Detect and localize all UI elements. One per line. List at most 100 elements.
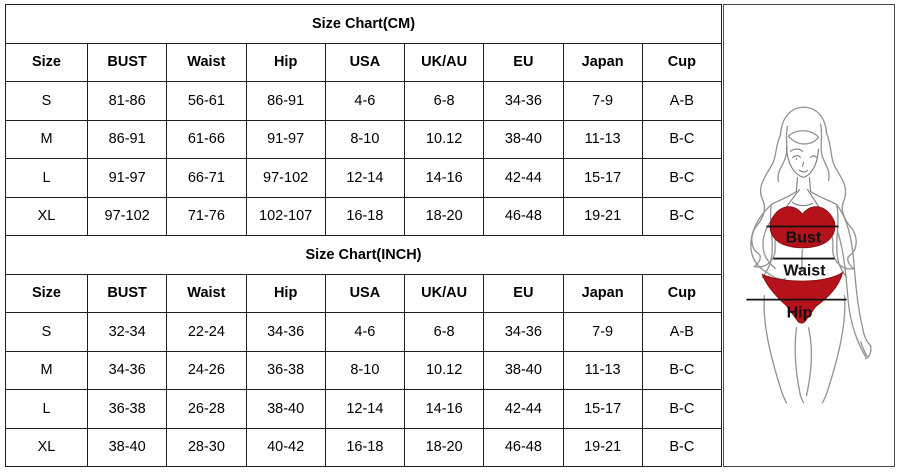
ukau-cell: 6-8 — [403, 312, 485, 352]
size-cell: S — [5, 312, 88, 352]
japan-cell: 7-9 — [562, 81, 643, 121]
japan-cell: 11-13 — [562, 119, 643, 159]
waist-label: Waist — [783, 262, 826, 280]
ukau-cell: 10.12 — [403, 350, 485, 390]
cm-header-hip: Hip — [245, 42, 326, 82]
waist-cell: 26-28 — [166, 389, 247, 429]
cm-header-waist: Waist — [166, 42, 247, 82]
usa-cell: 8-10 — [324, 350, 406, 390]
bust-cell: 97-102 — [86, 196, 168, 236]
inch-header-cup: Cup — [641, 273, 723, 313]
inch-header-bust: BUST — [86, 273, 168, 313]
hip-label: Hip — [787, 304, 813, 322]
inch-chart-title: Size Chart(INCH) — [5, 235, 722, 275]
cm-row-m: M 86-91 61-66 91-97 8-10 10.12 38-40 11-… — [5, 119, 723, 159]
right-leg-inner — [805, 327, 813, 397]
size-cell: L — [5, 158, 88, 198]
eu-cell: 42-44 — [483, 389, 564, 429]
ukau-cell: 18-20 — [403, 427, 485, 467]
waist-cell: 71-76 — [166, 196, 247, 236]
hip-cell: 97-102 — [245, 158, 326, 198]
left-arm-outer — [835, 203, 872, 347]
bikini-straps — [783, 188, 822, 210]
bust-cell: 81-86 — [86, 81, 168, 121]
right-arm-inner — [762, 212, 779, 270]
measurement-guide-panel: Bust Waist Hip — [723, 4, 895, 467]
hip-cell: 40-42 — [245, 427, 326, 467]
cup-cell: B-C — [641, 158, 723, 198]
usa-cell: 16-18 — [324, 427, 406, 467]
cup-cell: B-C — [641, 350, 723, 390]
ukau-cell: 18-20 — [403, 196, 485, 236]
eu-cell: 46-48 — [483, 427, 564, 467]
usa-cell: 12-14 — [324, 158, 406, 198]
inch-header-size: Size — [5, 273, 88, 313]
inch-row-xl: XL 38-40 28-30 40-42 16-18 18-20 46-48 1… — [5, 427, 723, 467]
cm-header-cup: Cup — [641, 42, 723, 82]
cup-cell: B-C — [641, 196, 723, 236]
size-cell: M — [5, 350, 88, 390]
cm-header-usa: USA — [324, 42, 406, 82]
eu-cell: 38-40 — [483, 119, 564, 159]
left-hand-fingers — [855, 337, 872, 360]
hip-cell: 91-97 — [245, 119, 326, 159]
size-cell: M — [5, 119, 88, 159]
cm-header-japan: Japan — [562, 42, 643, 82]
left-arm-inner — [836, 230, 858, 339]
eu-cell: 46-48 — [483, 196, 564, 236]
cm-header-ukau: UK/AU — [403, 42, 485, 82]
cm-header-bust: BUST — [86, 42, 168, 82]
bust-cell: 36-38 — [86, 389, 168, 429]
cup-cell: A-B — [641, 81, 723, 121]
japan-cell: 7-9 — [562, 312, 643, 352]
cm-row-xl: XL 97-102 71-76 102-107 16-18 18-20 46-4… — [5, 196, 723, 236]
japan-cell: 19-21 — [562, 427, 643, 467]
hip-cell: 38-40 — [245, 389, 326, 429]
waist-cell: 61-66 — [166, 119, 247, 159]
cm-header-row: Size BUST Waist Hip USA UK/AU EU Japan C… — [5, 42, 723, 82]
cm-header-size: Size — [5, 42, 88, 82]
size-cell: XL — [5, 427, 88, 467]
right-arm-outer — [750, 203, 773, 274]
inch-header-usa: USA — [324, 273, 406, 313]
waist-cell: 28-30 — [166, 427, 247, 467]
eu-cell: 38-40 — [483, 350, 564, 390]
size-cell: XL — [5, 196, 88, 236]
waist-cell: 66-71 — [166, 158, 247, 198]
inch-header-ukau: UK/AU — [403, 273, 485, 313]
waist-cell: 24-26 — [166, 350, 247, 390]
cup-cell: B-C — [641, 389, 723, 429]
inch-header-waist: Waist — [166, 273, 247, 313]
waist-cell: 56-61 — [166, 81, 247, 121]
waist-cell: 22-24 — [166, 312, 247, 352]
left-leg-inner — [794, 327, 805, 404]
bust-cell: 32-34 — [86, 312, 168, 352]
inch-header-eu: EU — [483, 273, 564, 313]
size-chart-table: Size Chart(CM) Size BUST Waist Hip USA U… — [5, 4, 723, 467]
ukau-cell: 14-16 — [403, 389, 485, 429]
bust-cell: 34-36 — [86, 350, 168, 390]
eu-cell: 42-44 — [483, 158, 564, 198]
right-leg-outer — [821, 294, 846, 404]
inch-header-hip: Hip — [245, 273, 326, 313]
hip-cell: 86-91 — [245, 81, 326, 121]
eu-cell: 34-36 — [483, 81, 564, 121]
usa-cell: 4-6 — [324, 81, 406, 121]
inch-row-s: S 32-34 22-24 34-36 4-6 6-8 34-36 7-9 A-… — [5, 312, 723, 352]
hip-cell: 102-107 — [245, 196, 326, 236]
cm-chart-title: Size Chart(CM) — [5, 4, 722, 44]
inch-row-l: L 36-38 26-28 38-40 12-14 14-16 42-44 15… — [5, 389, 723, 429]
bust-cell: 38-40 — [86, 427, 168, 467]
woman-measurement-illustration: Bust Waist Hip — [746, 106, 872, 404]
cup-cell: B-C — [641, 119, 723, 159]
usa-cell: 8-10 — [324, 119, 406, 159]
inch-header-row: Size BUST Waist Hip USA UK/AU EU Japan C… — [5, 273, 723, 313]
cup-cell: A-B — [641, 312, 723, 352]
inch-title-row: Size Chart(INCH) — [5, 235, 722, 275]
ukau-cell: 10.12 — [403, 119, 485, 159]
bust-cell: 86-91 — [86, 119, 168, 159]
bust-label: Bust — [786, 229, 822, 247]
ukau-cell: 14-16 — [403, 158, 485, 198]
hip-cell: 36-38 — [245, 350, 326, 390]
